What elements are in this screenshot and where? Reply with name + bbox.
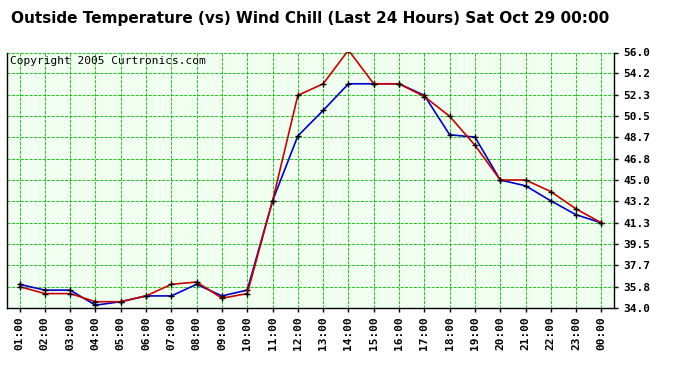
Text: Outside Temperature (vs) Wind Chill (Last 24 Hours) Sat Oct 29 00:00: Outside Temperature (vs) Wind Chill (Las… — [11, 11, 610, 26]
Text: Copyright 2005 Curtronics.com: Copyright 2005 Curtronics.com — [10, 56, 206, 66]
